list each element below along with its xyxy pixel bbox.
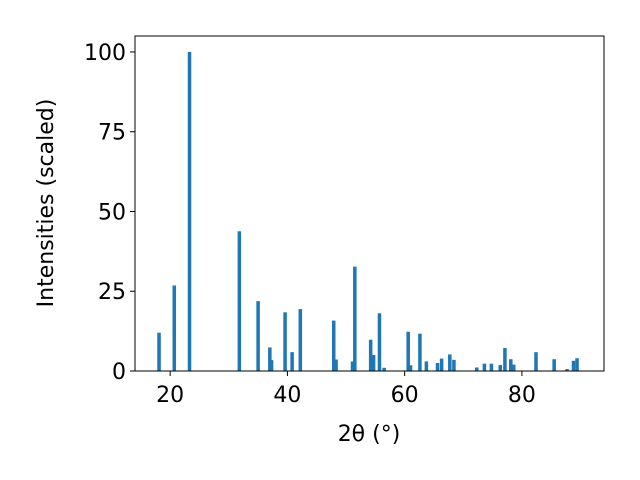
bar bbox=[331, 320, 336, 371]
bar bbox=[571, 360, 576, 371]
bar bbox=[157, 332, 161, 371]
x-axis-label: 2θ (°) bbox=[338, 422, 401, 447]
y-tick-label: 0 bbox=[112, 360, 126, 385]
bar bbox=[489, 363, 494, 371]
plot-frame bbox=[134, 35, 605, 372]
x-tick-label: 60 bbox=[391, 383, 419, 408]
bar bbox=[368, 339, 373, 371]
bar bbox=[334, 359, 338, 371]
y-tick-label: 25 bbox=[98, 280, 126, 305]
bar bbox=[350, 361, 355, 371]
bar bbox=[187, 51, 192, 371]
bar bbox=[482, 363, 487, 371]
bar bbox=[269, 360, 274, 371]
bar bbox=[353, 266, 357, 371]
bar bbox=[552, 359, 556, 371]
bar bbox=[298, 309, 303, 371]
bar bbox=[382, 367, 386, 371]
bar bbox=[172, 285, 177, 371]
bar bbox=[268, 347, 272, 371]
y-tick-label: 100 bbox=[84, 41, 126, 66]
bar bbox=[475, 367, 479, 371]
bar bbox=[377, 313, 382, 371]
bar bbox=[237, 231, 242, 371]
x-tick-label: 20 bbox=[156, 383, 184, 408]
bar bbox=[575, 358, 579, 371]
bar bbox=[406, 331, 410, 371]
bar bbox=[503, 348, 507, 371]
bar bbox=[511, 364, 516, 371]
bar bbox=[452, 359, 456, 371]
bar bbox=[435, 363, 440, 371]
bar bbox=[408, 365, 413, 371]
bar bbox=[418, 333, 422, 371]
bar bbox=[256, 301, 260, 371]
bar bbox=[448, 354, 452, 371]
bar bbox=[509, 359, 513, 371]
bar bbox=[565, 369, 569, 371]
y-tick-label: 50 bbox=[98, 200, 126, 225]
bar bbox=[498, 364, 502, 371]
bar bbox=[290, 352, 294, 371]
bar bbox=[283, 312, 287, 371]
bar bbox=[371, 355, 376, 371]
x-tick-label: 80 bbox=[508, 383, 536, 408]
bar bbox=[534, 352, 538, 371]
bar bbox=[424, 361, 429, 371]
y-axis-label: Intensities (scaled) bbox=[34, 99, 59, 308]
bar bbox=[439, 358, 444, 371]
bars-group bbox=[157, 51, 579, 371]
x-axis-ticks: 20 40 60 80 bbox=[156, 371, 536, 408]
x-tick-label: 40 bbox=[273, 383, 301, 408]
y-axis-ticks: 0 25 50 75 100 bbox=[84, 41, 135, 385]
y-tick-label: 75 bbox=[98, 121, 126, 146]
